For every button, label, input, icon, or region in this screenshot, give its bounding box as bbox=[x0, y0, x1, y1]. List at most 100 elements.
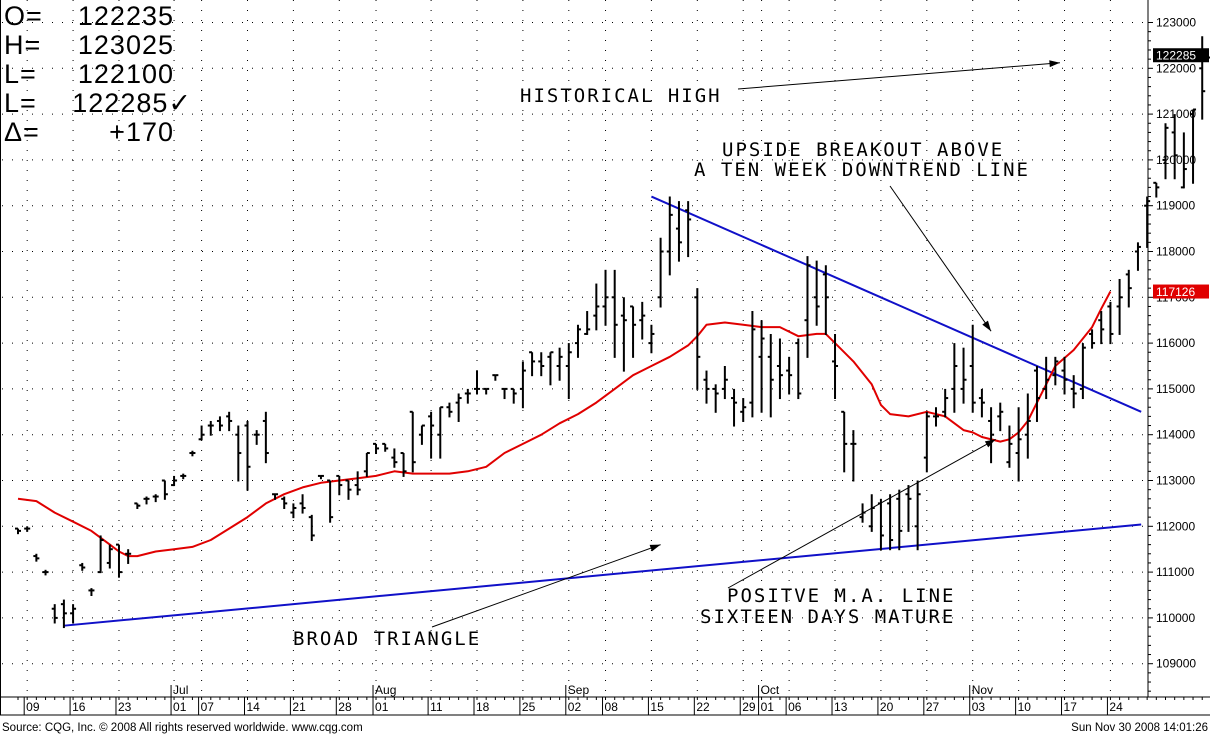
ohlc-bar bbox=[455, 393, 462, 422]
ohlc-bar bbox=[226, 411, 233, 432]
stat-label-high: H= bbox=[4, 30, 41, 60]
ohlc-bar bbox=[216, 416, 223, 432]
month-label: Nov bbox=[972, 683, 993, 697]
ohlc-bar bbox=[492, 374, 499, 381]
ohlc-bar bbox=[391, 448, 398, 468]
ohlc-bar bbox=[786, 356, 793, 395]
ohlc-bar bbox=[60, 599, 67, 629]
ohlc-bar bbox=[547, 351, 554, 386]
ohlc-bar bbox=[1043, 356, 1050, 400]
ohlc-bar bbox=[758, 320, 765, 413]
x-tick-label: 21 bbox=[292, 700, 306, 714]
x-tick-label: 23 bbox=[118, 700, 132, 714]
ohlc-bar bbox=[281, 496, 288, 509]
ohlc-bar bbox=[942, 388, 949, 418]
y-tick-label: 111000 bbox=[1156, 565, 1195, 579]
x-tick-label: 10 bbox=[1018, 700, 1032, 714]
stat-value-change: +170 bbox=[109, 117, 174, 147]
annotation-arrow bbox=[889, 185, 992, 332]
x-tick-label: 14 bbox=[247, 700, 261, 714]
ohlc-bar bbox=[272, 493, 279, 500]
ohlc-bar bbox=[1190, 108, 1197, 184]
annotation-broad-triangle: BROAD TRIANGLE bbox=[293, 628, 481, 650]
stat-value-high: 123025 bbox=[78, 30, 174, 60]
y-tick-label: 123000 bbox=[1156, 16, 1196, 30]
ohlc-bar bbox=[1153, 181, 1160, 198]
ohlc-bar bbox=[189, 450, 196, 457]
y-tick-label: 119000 bbox=[1156, 199, 1195, 213]
x-tick-label: 09 bbox=[26, 700, 40, 714]
ohlc-bar bbox=[143, 496, 150, 505]
ohlc-bar bbox=[960, 347, 967, 404]
x-tick-label: 15 bbox=[650, 700, 664, 714]
ohlc-bar bbox=[804, 256, 811, 358]
annotation-historical-high: HISTORICAL HIGH bbox=[520, 85, 722, 107]
ohlc-bar bbox=[1180, 132, 1187, 189]
ohlc-bar bbox=[602, 269, 609, 326]
ohlc-bar bbox=[657, 237, 664, 308]
ohlc-bar bbox=[565, 343, 572, 400]
x-tick-label: 01 bbox=[173, 700, 187, 714]
ohlc-bar bbox=[574, 324, 581, 358]
ohlc-bar bbox=[905, 485, 912, 532]
ohlc-bar bbox=[180, 473, 187, 480]
ohlc-bar bbox=[418, 424, 425, 445]
y-tick-label: 109000 bbox=[1156, 657, 1196, 671]
ohlc-bar bbox=[776, 338, 783, 400]
ohlc-bar bbox=[1015, 407, 1022, 482]
ohlc-bar bbox=[33, 553, 40, 562]
y-tick-label: 121000 bbox=[1156, 107, 1196, 121]
ohlc-bar bbox=[648, 324, 655, 354]
price-tag-box bbox=[1153, 48, 1209, 63]
ohlc-bar bbox=[171, 475, 178, 487]
trendline-downtrend bbox=[651, 195, 1142, 413]
ohlc-bar bbox=[354, 471, 361, 496]
ohlc-bar bbox=[253, 430, 260, 445]
ohlc-bar bbox=[1079, 343, 1086, 400]
stat-value-last: 122285✓ bbox=[72, 88, 192, 118]
ohlc-bar bbox=[70, 604, 77, 624]
ohlc-bar bbox=[675, 201, 682, 262]
x-tick-label: 24 bbox=[1109, 700, 1123, 714]
y-tick-label: 120000 bbox=[1156, 153, 1196, 167]
annotation-breakout-line2: A TEN WEEK DOWNTREND LINE bbox=[694, 159, 1030, 181]
ohlc-bar bbox=[749, 311, 756, 418]
y-tick-label: 116000 bbox=[1156, 336, 1195, 350]
x-tick-label: 03 bbox=[972, 700, 986, 714]
ohlc-bar bbox=[721, 366, 728, 400]
annotation-arrow bbox=[737, 62, 1060, 90]
ohlc-bar bbox=[703, 370, 710, 404]
x-tick-label: 02 bbox=[568, 700, 582, 714]
y-tick-label: 113000 bbox=[1156, 474, 1195, 488]
ohlc-bar bbox=[437, 406, 444, 459]
y-tick-label: 115000 bbox=[1156, 382, 1195, 396]
ohlc-bar bbox=[308, 514, 315, 542]
x-tick-label: 17 bbox=[1064, 700, 1078, 714]
ohlc-bar bbox=[134, 502, 141, 509]
month-label: Oct bbox=[761, 683, 780, 697]
ohlc-bar bbox=[400, 452, 407, 477]
ohlc-bar bbox=[51, 604, 58, 624]
arrowhead-icon bbox=[982, 320, 992, 332]
x-tick-label: 18 bbox=[476, 700, 490, 714]
ohlc-bar bbox=[510, 387, 517, 404]
ohlc-bar bbox=[161, 479, 168, 500]
x-tick-label: 11 bbox=[430, 700, 443, 714]
x-tick-label: 20 bbox=[880, 700, 894, 714]
ohlc-bar bbox=[79, 562, 86, 571]
footer-source: Source: CQG, Inc. © 2008 All rights rese… bbox=[2, 722, 363, 734]
ohlc-bar bbox=[1061, 356, 1068, 395]
ohlc-bar bbox=[97, 535, 104, 574]
ohlc-bar bbox=[409, 410, 416, 473]
price-tag-box bbox=[1153, 284, 1209, 299]
ohlc-bar bbox=[474, 370, 480, 395]
annotation-arrow bbox=[431, 544, 661, 628]
x-tick-label: 01 bbox=[375, 700, 389, 714]
ohlc-bar bbox=[446, 402, 453, 418]
ohlc-bar bbox=[1134, 242, 1141, 271]
x-tick-label: 07 bbox=[201, 700, 215, 714]
x-axis: 09 16 23 01 07 14 21 28 01 11 18 25 02 08 15 22 29 01 06 13… bbox=[17, 683, 1203, 715]
ohlc-bar bbox=[198, 425, 205, 441]
ohlc-bar bbox=[1144, 196, 1151, 248]
x-tick-label: 25 bbox=[522, 700, 536, 714]
